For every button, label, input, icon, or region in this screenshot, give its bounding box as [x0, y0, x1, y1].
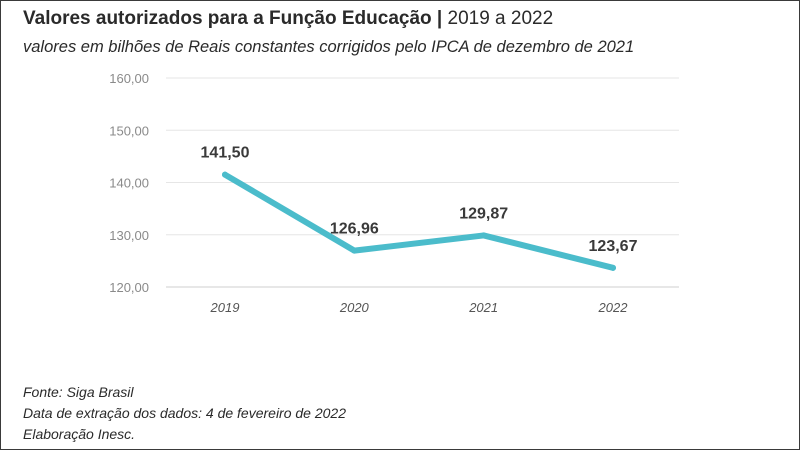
series-line — [222, 171, 616, 271]
data-point — [222, 171, 228, 178]
line-chart: 120,00 130,00 140,00 150,00 160,00 2019 2020 20… — [109, 71, 679, 315]
y-tick-label: 140,00 — [109, 176, 149, 191]
data-label: 126,96 — [330, 221, 379, 238]
chart-title-period: 2019 a 2022 — [447, 8, 554, 29]
footer-source: Fonte: Siga Brasil — [23, 384, 134, 400]
chart-subtitle: valores em bilhões de Reais constantes c… — [23, 38, 635, 56]
data-label: 141,50 — [201, 145, 250, 162]
chart-title-main: Valores autorizados para a Função Educaç… — [23, 8, 443, 29]
data-label: 129,87 — [459, 205, 508, 222]
x-tick-label: 2022 — [598, 300, 629, 315]
y-tick-label: 150,00 — [109, 123, 149, 138]
data-label: 123,67 — [589, 238, 638, 255]
x-tick-label: 2020 — [339, 300, 370, 315]
footer-credit: Elaboração Inesc. — [23, 426, 136, 442]
y-tick-label: 130,00 — [109, 228, 149, 243]
x-tick-label: 2021 — [468, 300, 498, 315]
y-tick-label: 160,00 — [109, 71, 149, 86]
data-point — [351, 247, 358, 254]
y-tick-label: 120,00 — [109, 280, 149, 295]
chart-footer: Fonte: Siga Brasil Data de extração dos … — [23, 382, 346, 445]
chart-title: Valores autorizados para a Função Educaç… — [23, 8, 553, 30]
x-tick-label: 2019 — [210, 300, 240, 315]
footer-extraction-date: Data de extração dos dados: 4 de feverei… — [23, 405, 346, 421]
data-point — [480, 232, 487, 239]
data-point — [610, 264, 616, 271]
